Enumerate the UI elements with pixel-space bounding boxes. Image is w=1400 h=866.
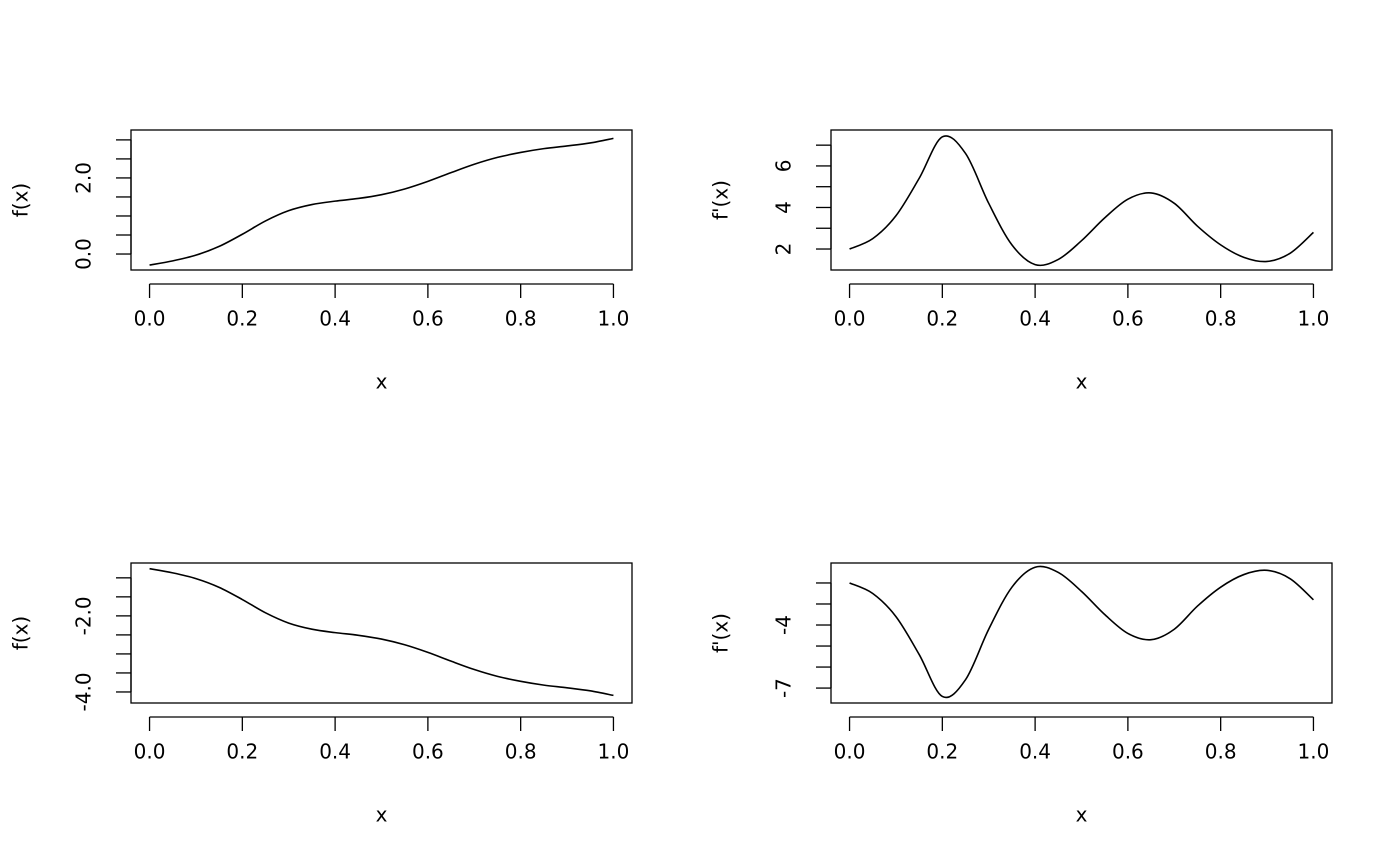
x-tick-label: 1.0 <box>598 307 630 331</box>
y-tick-label: 0.0 <box>72 238 96 270</box>
y-tick-label: 6 <box>772 160 796 173</box>
y-tick-label: -4.0 <box>72 672 96 711</box>
x-tick-label: 0.2 <box>226 307 258 331</box>
x-tick-label: 0.0 <box>834 307 866 331</box>
x-tick-label: 0.8 <box>505 740 537 764</box>
y-tick-label: 4 <box>772 201 796 214</box>
y-tick-label: -4 <box>772 615 796 635</box>
x-tick-label: 1.0 <box>1298 307 1330 331</box>
x-tick-label: 0.0 <box>134 307 166 331</box>
data-line <box>149 567 614 697</box>
y-tick-label: -2.0 <box>72 596 96 635</box>
x-tick-label: 0.8 <box>505 307 537 331</box>
data-line <box>149 137 614 266</box>
x-tick-label: 0.6 <box>1112 307 1144 331</box>
x-tick-label: 0.8 <box>1205 740 1237 764</box>
plot-frame <box>130 129 633 271</box>
x-tick-label: 0.4 <box>1019 307 1051 331</box>
x-tick-label: 0.6 <box>412 740 444 764</box>
x-axis-label: x <box>1076 370 1088 394</box>
data-line <box>849 565 1314 699</box>
x-tick-label: 0.0 <box>834 740 866 764</box>
x-tick-label: 0.2 <box>926 307 958 331</box>
x-tick-label: 0.4 <box>1019 740 1051 764</box>
y-axis-label: f(x) <box>9 183 33 217</box>
x-axis-label: x <box>376 370 388 394</box>
x-tick-label: 0.0 <box>134 740 166 764</box>
x-tick-label: 0.4 <box>319 307 351 331</box>
x-axis-label: x <box>1076 803 1088 827</box>
plot-frame <box>130 562 633 704</box>
x-axis-label: x <box>376 803 388 827</box>
y-axis-label: f'(x) <box>709 613 733 653</box>
x-tick-label: 0.4 <box>319 740 351 764</box>
x-tick-label: 0.2 <box>226 740 258 764</box>
y-tick-label: -7 <box>772 678 796 698</box>
x-tick-label: 0.6 <box>412 307 444 331</box>
x-tick-label: 0.2 <box>926 740 958 764</box>
x-tick-label: 0.6 <box>1112 740 1144 764</box>
y-tick-label: 2.0 <box>72 162 96 194</box>
data-line <box>849 135 1314 267</box>
y-axis-label: f'(x) <box>709 180 733 220</box>
x-tick-label: 0.8 <box>1205 307 1237 331</box>
x-tick-label: 1.0 <box>598 740 630 764</box>
y-tick-label: 2 <box>772 243 796 256</box>
x-tick-label: 1.0 <box>1298 740 1330 764</box>
y-axis-label: f(x) <box>9 616 33 650</box>
